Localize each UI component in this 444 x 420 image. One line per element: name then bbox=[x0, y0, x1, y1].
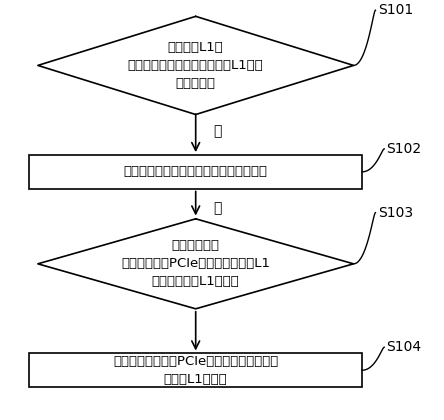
Bar bbox=[29, 353, 362, 387]
Text: 是: 是 bbox=[214, 202, 222, 215]
Text: S103: S103 bbox=[378, 206, 413, 220]
Text: 当定时器触发
报时后，判断PCIe设备是否仍处于L1
状态而未进入L1子状态: 当定时器触发 报时后，判断PCIe设备是否仍处于L1 状态而未进入L1子状态 bbox=[121, 239, 270, 288]
Bar bbox=[29, 155, 362, 189]
Text: 开启一个在预设时长后进行报时的定时器: 开启一个在预设时长后进行报时的定时器 bbox=[124, 165, 268, 178]
Text: 将参考时钟切换为PCIe设备的内部时钟，以
便进入L1子状态: 将参考时钟切换为PCIe设备的内部时钟，以 便进入L1子状态 bbox=[113, 354, 278, 386]
Text: S102: S102 bbox=[386, 142, 421, 156]
Text: 是: 是 bbox=[214, 124, 222, 138]
Text: 在进入到L1状
态后，判断硬件电路是否发起L1子状
态进入流程: 在进入到L1状 态后，判断硬件电路是否发起L1子状 态进入流程 bbox=[128, 41, 264, 90]
Text: S101: S101 bbox=[378, 3, 413, 17]
Text: S104: S104 bbox=[386, 340, 421, 354]
